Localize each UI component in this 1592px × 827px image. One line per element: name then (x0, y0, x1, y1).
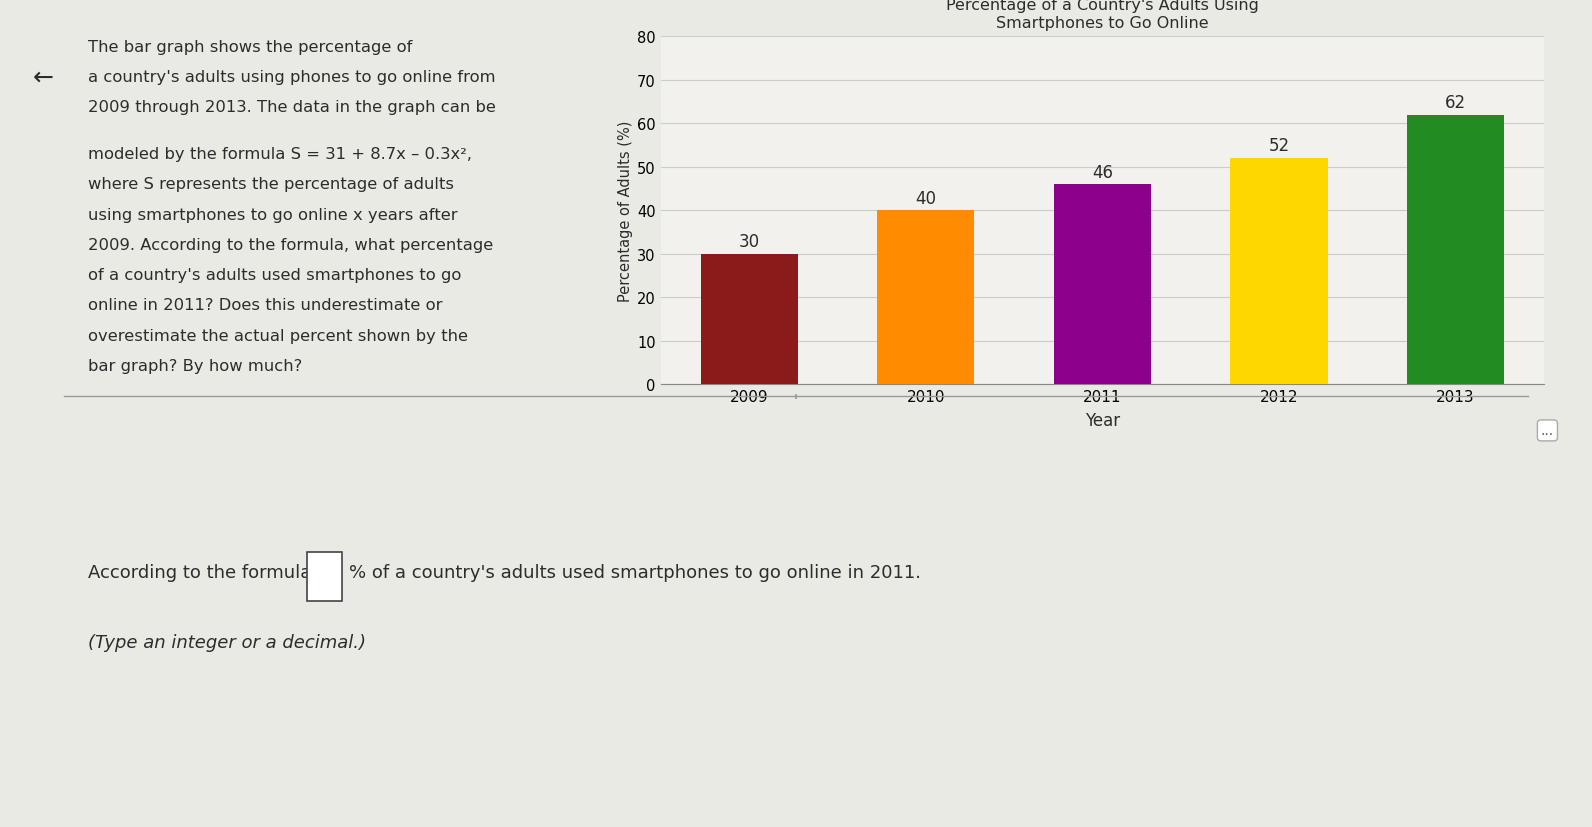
Bar (877, 211, 974, 385)
Text: % of a country's adults used smartphones to go online in 2011.: % of a country's adults used smartphones… (349, 563, 920, 581)
Text: 2009 through 2013. The data in the graph can be: 2009 through 2013. The data in the graph… (88, 100, 495, 115)
Text: of a country's adults used smartphones to go: of a country's adults used smartphones t… (88, 268, 462, 283)
Text: 46: 46 (1092, 164, 1113, 181)
Text: According to the formula,: According to the formula, (88, 563, 317, 581)
Text: a country's adults using phones to go online from: a country's adults using phones to go on… (88, 70, 495, 85)
Text: modeled by the formula S = 31 + 8.7x – 0.3x²,: modeled by the formula S = 31 + 8.7x – 0… (88, 147, 471, 162)
Text: (Type an integer or a decimal.): (Type an integer or a decimal.) (88, 633, 366, 651)
Text: 30: 30 (739, 233, 759, 251)
FancyBboxPatch shape (307, 552, 342, 601)
Text: ←: ← (33, 65, 54, 89)
Title: Percentage of a Country's Adults Using
Smartphones to Go Online: Percentage of a Country's Adults Using S… (946, 0, 1259, 31)
Text: 2009. According to the formula, what percentage: 2009. According to the formula, what per… (88, 237, 494, 252)
Bar (1231, 159, 1328, 385)
Text: 62: 62 (1446, 94, 1466, 112)
Text: using smartphones to go online x years after: using smartphones to go online x years a… (88, 208, 457, 222)
X-axis label: Year: Year (1084, 411, 1121, 429)
Bar (1054, 184, 1151, 385)
Text: 52: 52 (1269, 137, 1290, 155)
Bar (700, 254, 798, 385)
Text: bar graph? By how much?: bar graph? By how much? (88, 358, 302, 373)
Text: The bar graph shows the percentage of: The bar graph shows the percentage of (88, 40, 412, 55)
Y-axis label: Percentage of Adults (%): Percentage of Adults (%) (618, 120, 634, 302)
Text: ...: ... (1541, 424, 1554, 438)
Text: overestimate the actual percent shown by the: overestimate the actual percent shown by… (88, 328, 468, 343)
Text: where S represents the percentage of adults: where S represents the percentage of adu… (88, 177, 454, 192)
Bar (1407, 115, 1504, 385)
Text: 40: 40 (915, 189, 936, 208)
Text: online in 2011? Does this underestimate or: online in 2011? Does this underestimate … (88, 298, 443, 313)
